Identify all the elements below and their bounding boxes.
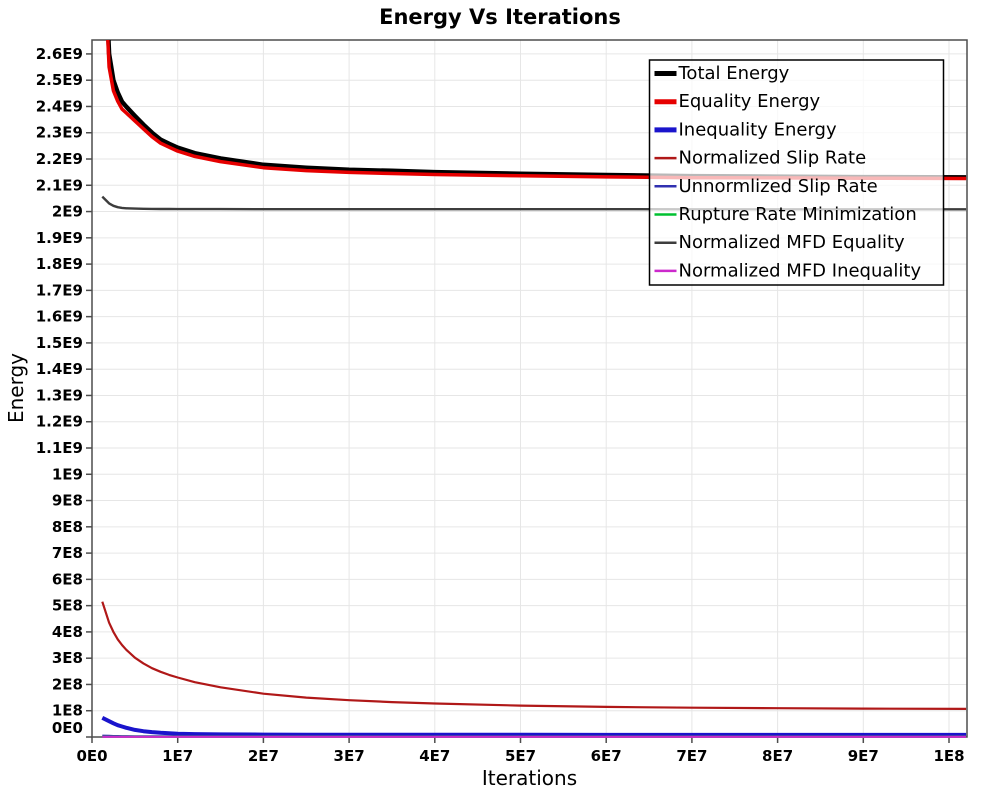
legend-label-unnormlized-slip-rate: Unnormlized Slip Rate — [679, 176, 878, 197]
y-tick-label: 1.1E9 — [36, 439, 83, 457]
y-tick-label: 1.2E9 — [36, 413, 83, 431]
y-tick-label: 1.3E9 — [36, 386, 83, 404]
y-tick-label: 1.9E9 — [36, 229, 83, 247]
y-tick-label: 1E9 — [52, 465, 83, 483]
tick-marks — [86, 53, 950, 743]
legend-label-equality-energy: Equality Energy — [679, 91, 821, 112]
y-tick-label: 2.1E9 — [36, 176, 83, 194]
legend: Total Energy Equality Energy Inequality En… — [648, 59, 945, 286]
legend-label-normalized-mfd-equality: Normalized MFD Equality — [679, 232, 906, 253]
series-equality-energy — [106, 40, 967, 181]
legend-label-normalized-mfd-inequality: Normalized MFD Inequality — [679, 260, 922, 281]
y-tick-label: 2E8 — [52, 675, 83, 693]
x-tick-label: 0E0 — [76, 747, 107, 765]
legend-label-total-energy: Total Energy — [678, 63, 790, 84]
y-tick-label: 0E0 — [52, 719, 83, 737]
y-tick-label: 3E8 — [52, 649, 83, 667]
y-tick-label: 6E8 — [52, 570, 83, 588]
x-axis-label: Iterations — [481, 766, 578, 790]
legend-label-rupture-rate-minimization: Rupture Rate Minimization — [679, 204, 917, 225]
y-tick-label: 2E9 — [52, 203, 83, 221]
x-tick-label: 7E7 — [676, 747, 707, 765]
gridlines — [92, 40, 967, 737]
y-tick-label: 2.5E9 — [36, 71, 83, 89]
series-inequality-energy — [101, 716, 967, 737]
legend-item-rupture-rate-minimization: Rupture Rate Minimization — [654, 204, 917, 225]
y-tick-label: 2.3E9 — [36, 124, 83, 142]
legend-box — [648, 59, 945, 286]
y-tick-label: 1E8 — [52, 702, 83, 720]
series-normalized-mfd-equality — [101, 195, 967, 211]
y-tick-label: 9E8 — [52, 492, 83, 510]
tick-labels: 0E01E82E83E84E85E86E87E88E89E81E91.1E91.… — [36, 45, 965, 765]
series-normalized-slip-rate — [101, 601, 967, 710]
x-tick-label: 3E7 — [334, 747, 365, 765]
legend-item-normalized-mfd-equality: Normalized MFD Equality — [654, 232, 906, 253]
y-tick-label: 2.2E9 — [36, 150, 83, 168]
x-tick-label: 4E7 — [419, 747, 450, 765]
x-tick-label: 1E7 — [162, 747, 193, 765]
y-tick-label: 2.6E9 — [36, 45, 83, 63]
x-tick-label: 2E7 — [248, 747, 279, 765]
x-tick-label: 1E8 — [933, 747, 964, 765]
legend-label-normalized-slip-rate: Normalized Slip Rate — [679, 148, 867, 169]
x-tick-label: 6E7 — [591, 747, 622, 765]
y-tick-label: 1.5E9 — [36, 334, 83, 352]
y-tick-label: 1.4E9 — [36, 360, 83, 378]
legend-item-total-energy: Total Energy — [654, 63, 790, 84]
legend-item-normalized-slip-rate: Normalized Slip Rate — [654, 148, 867, 169]
legend-item-equality-energy: Equality Energy — [654, 91, 821, 112]
y-tick-label: 1.7E9 — [36, 281, 83, 299]
y-tick-label: 7E8 — [52, 544, 83, 562]
y-tick-label: 1.6E9 — [36, 308, 83, 326]
y-tick-label: 2.4E9 — [36, 97, 83, 115]
x-tick-label: 5E7 — [505, 747, 536, 765]
legend-item-unnormlized-slip-rate: Unnormlized Slip Rate — [654, 176, 878, 197]
legend-item-normalized-mfd-inequality: Normalized MFD Inequality — [654, 260, 922, 281]
y-tick-label: 5E8 — [52, 597, 83, 615]
x-tick-label: 8E7 — [762, 747, 793, 765]
series-lines — [101, 40, 967, 738]
chart-title: Energy Vs Iterations — [379, 5, 621, 29]
legend-label-inequality-energy: Inequality Energy — [679, 119, 837, 140]
legend-item-inequality-energy: Inequality Energy — [654, 119, 837, 140]
y-tick-label: 1.8E9 — [36, 255, 83, 273]
series-total-energy — [106, 40, 967, 180]
y-tick-label: 8E8 — [52, 518, 83, 536]
y-tick-label: 4E8 — [52, 623, 83, 641]
x-tick-label: 9E7 — [848, 747, 879, 765]
